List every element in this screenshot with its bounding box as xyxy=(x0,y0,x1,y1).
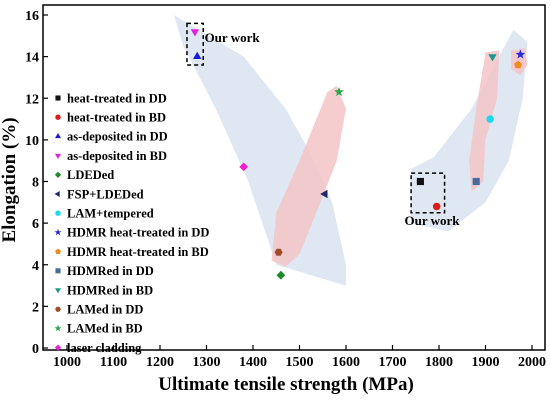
axes: 1000 1100 1200 1300 1400 1500 1600 1700 1800 1900… xyxy=(25,4,546,370)
legend-label-3: as-deposited in DD xyxy=(67,130,168,144)
data-point-14-1 xyxy=(239,162,249,172)
x-tick-label: 1200 xyxy=(146,355,174,370)
legend-label-1: heat-treated in DD xyxy=(67,91,167,105)
plot-frame xyxy=(42,4,546,351)
legend-label-2: heat-treated in BD xyxy=(67,111,166,125)
legend-marker-2 xyxy=(55,114,61,120)
legend-marker-5 xyxy=(54,171,62,178)
data-point-10-1 xyxy=(472,177,480,186)
y-tick-label: 0 xyxy=(32,342,39,357)
legend-label-9: HDMR heat-treated in BD xyxy=(67,245,209,259)
y-tick-label: 14 xyxy=(25,51,39,66)
legend-label-14: laser cladding xyxy=(67,341,142,355)
our-work-boxes xyxy=(186,22,446,214)
x-tick-label: 1400 xyxy=(239,355,267,370)
legend-label-12: LAMed in DD xyxy=(67,303,143,317)
legend-label-7: LAM+tempered xyxy=(67,207,154,221)
x-tick-label: 1500 xyxy=(286,355,314,370)
legend-marker-12 xyxy=(55,306,61,312)
legend-label-13: LAMed in BD xyxy=(67,322,143,336)
data-point-5-1 xyxy=(276,270,286,280)
x-tick-label: 1600 xyxy=(332,355,360,370)
legend-marker-1 xyxy=(55,95,61,101)
highlight-regions xyxy=(173,15,528,286)
x-tick-label: 1300 xyxy=(193,355,221,370)
pink-region-2 xyxy=(271,85,346,267)
pink-region-3 xyxy=(469,50,500,192)
data-point-4-1 xyxy=(190,29,200,37)
x-tick-label: 1000 xyxy=(53,355,81,370)
y-tick-label: 4 xyxy=(32,259,39,274)
y-tick-label: 2 xyxy=(32,300,39,315)
legend-label-4: as-deposited in BD xyxy=(67,149,167,163)
y-tick-label: 8 xyxy=(32,176,39,191)
y-tick-label: 6 xyxy=(32,217,39,232)
our-work-box-2 xyxy=(410,172,446,214)
legend-marker-7 xyxy=(55,210,61,216)
data-point-6-1 xyxy=(320,189,328,199)
legend-label-8: HDMR heat-treated in DD xyxy=(67,226,209,240)
x-tick-label: 1800 xyxy=(425,355,453,370)
legend-marker-3 xyxy=(55,133,61,139)
x-tick-label: 1900 xyxy=(472,355,500,370)
legend-marker-13 xyxy=(54,324,62,332)
data-point-8-1 xyxy=(515,49,526,59)
legend-label-5: LDEDed xyxy=(67,168,114,182)
legend-marker-10 xyxy=(55,268,61,274)
x-tick-label: 1100 xyxy=(100,355,127,370)
legend-marker-4 xyxy=(55,153,61,159)
legend-label-6: FSP+LDEDed xyxy=(67,187,144,201)
data-point-2-1 xyxy=(432,202,441,211)
legend: heat-treated in DD heat-treated in BD as-d… xyxy=(54,91,209,355)
x-tick-label: 1700 xyxy=(379,355,407,370)
legend-marker-8 xyxy=(54,228,62,236)
blue-region-1 xyxy=(411,29,528,232)
legend-label-11: HDMRed in BD xyxy=(67,283,153,297)
our-work-box-1 xyxy=(186,22,204,66)
y-tick-label: 12 xyxy=(25,92,39,107)
x-axis-title: Ultimate tensile strength (MPa) xyxy=(158,374,414,395)
y-tick-label: 16 xyxy=(25,9,39,24)
legend-marker-9 xyxy=(55,248,61,254)
data-point-13-1 xyxy=(334,87,344,97)
data-point-7-1 xyxy=(486,115,494,123)
legend-label-10: HDMRed in DD xyxy=(67,264,154,278)
x-tick-label: 2000 xyxy=(518,355,546,370)
legend-marker-6 xyxy=(54,191,60,197)
y-axis-title: Elongation (%) xyxy=(0,117,20,242)
legend-marker-14 xyxy=(54,344,62,351)
our-work-label-1: Our work xyxy=(205,30,261,45)
data-points xyxy=(190,29,526,280)
our-work-label-2: Our work xyxy=(405,213,461,228)
data-point-11-1 xyxy=(488,54,497,62)
data-point-12-1 xyxy=(274,248,283,256)
data-point-1-1 xyxy=(416,177,424,186)
annotations: Our work Our work xyxy=(205,30,461,228)
y-tick-label: 10 xyxy=(25,134,39,149)
data-point-9-1 xyxy=(514,60,522,69)
data-point-3-1 xyxy=(193,51,202,59)
legend-marker-11 xyxy=(55,288,61,294)
